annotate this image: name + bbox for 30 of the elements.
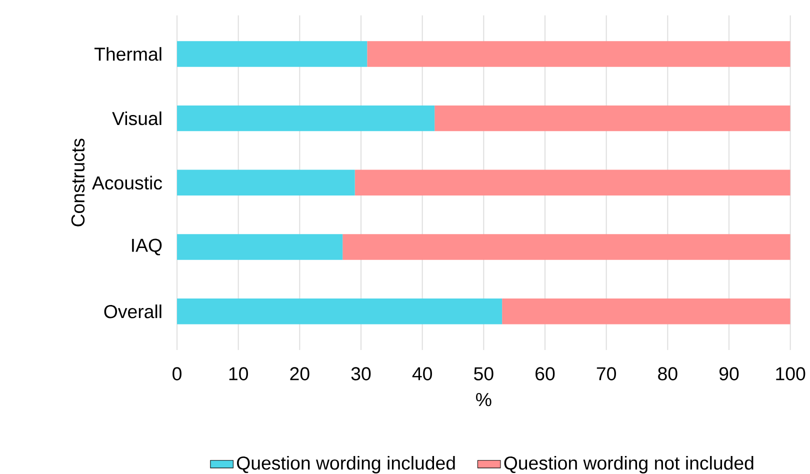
x-tick-label: 100 [776, 367, 806, 380]
bar [367, 41, 790, 67]
x-tick-label: 10 [229, 367, 248, 380]
x-axis-title: % [476, 393, 492, 406]
bar [354, 170, 790, 196]
x-tick-label: 0 [172, 367, 182, 380]
x-tick-label: 60 [536, 367, 555, 380]
y-axis-title: Constructs [71, 138, 85, 226]
x-tick-label: 40 [412, 367, 432, 380]
bar [434, 105, 790, 132]
x-tick-label: 30 [351, 367, 371, 380]
legend-label: Question wording not included [504, 456, 754, 474]
bar [177, 234, 343, 260]
bar [177, 105, 435, 132]
y-tick-label: Overall [104, 304, 162, 318]
x-tick-label: 90 [719, 367, 739, 380]
bar [177, 170, 355, 196]
x-tick-label: 70 [596, 367, 616, 380]
bar [177, 41, 368, 67]
x-tick-label: 20 [290, 367, 310, 380]
x-tick-label: 80 [658, 367, 678, 380]
y-tick-label: Acoustic [92, 176, 162, 190]
y-tick-label: IAQ [132, 238, 162, 256]
bar [342, 234, 790, 260]
y-tick-label: Thermal [94, 47, 162, 61]
x-tick-label: 50 [474, 367, 494, 380]
y-tick-label: Visual [112, 111, 162, 126]
legend-label: Question wording included [236, 456, 455, 474]
bar [177, 298, 502, 324]
bar [502, 298, 790, 324]
